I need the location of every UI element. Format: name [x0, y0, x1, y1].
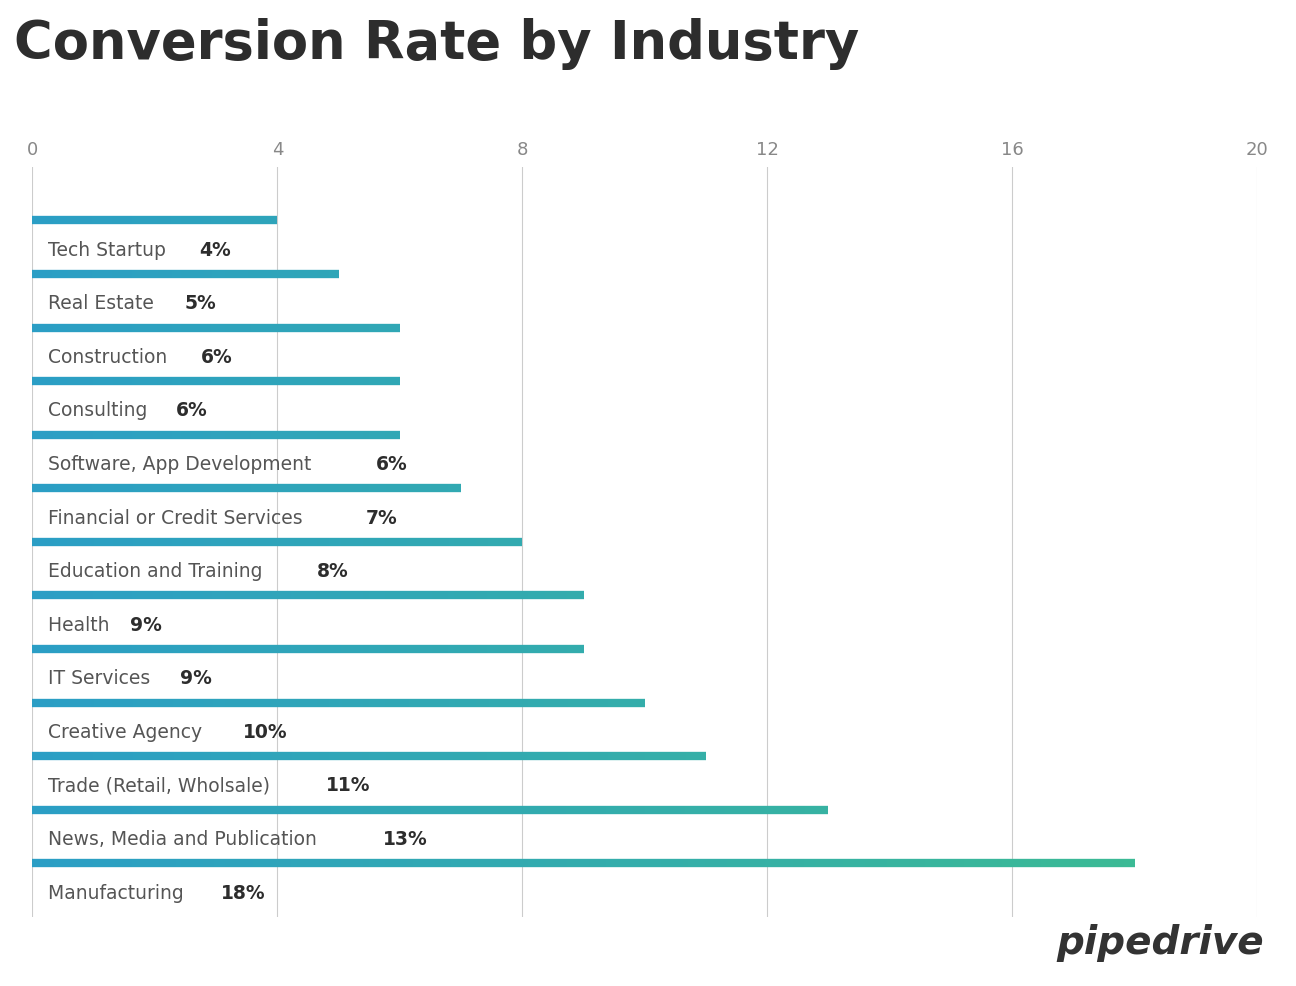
Text: Consulting: Consulting — [48, 401, 153, 420]
Text: 11%: 11% — [325, 776, 371, 795]
Text: IT Services: IT Services — [48, 669, 156, 687]
Text: 9%: 9% — [180, 669, 211, 687]
Text: Health: Health — [48, 615, 115, 634]
Text: Tech Startup: Tech Startup — [48, 241, 171, 259]
Text: Creative Agency: Creative Agency — [48, 722, 207, 741]
Text: 8%: 8% — [316, 562, 349, 581]
Text: 5%: 5% — [184, 294, 216, 313]
Text: Trade (Retail, Wholsale): Trade (Retail, Wholsale) — [48, 776, 276, 795]
Text: 7%: 7% — [365, 508, 398, 528]
Text: 6%: 6% — [176, 401, 207, 420]
Text: 10%: 10% — [242, 722, 288, 741]
Text: Manufacturing: Manufacturing — [48, 882, 189, 902]
Text: Financial or Credit Services: Financial or Credit Services — [48, 508, 308, 528]
Text: Real Estate: Real Estate — [48, 294, 159, 313]
Text: pipedrive: pipedrive — [1056, 923, 1264, 961]
Text: Software, App Development: Software, App Development — [48, 455, 318, 473]
Text: 6%: 6% — [376, 455, 408, 473]
Text: 13%: 13% — [382, 829, 428, 848]
Text: Conversion Rate by Industry: Conversion Rate by Industry — [14, 19, 859, 70]
Text: 4%: 4% — [198, 241, 231, 259]
Text: Construction: Construction — [48, 347, 172, 367]
Text: 9%: 9% — [130, 615, 162, 634]
Text: News, Media and Publication: News, Media and Publication — [48, 829, 323, 848]
Text: Education and Training: Education and Training — [48, 562, 268, 581]
Text: 6%: 6% — [201, 347, 232, 367]
Text: 18%: 18% — [220, 882, 266, 902]
